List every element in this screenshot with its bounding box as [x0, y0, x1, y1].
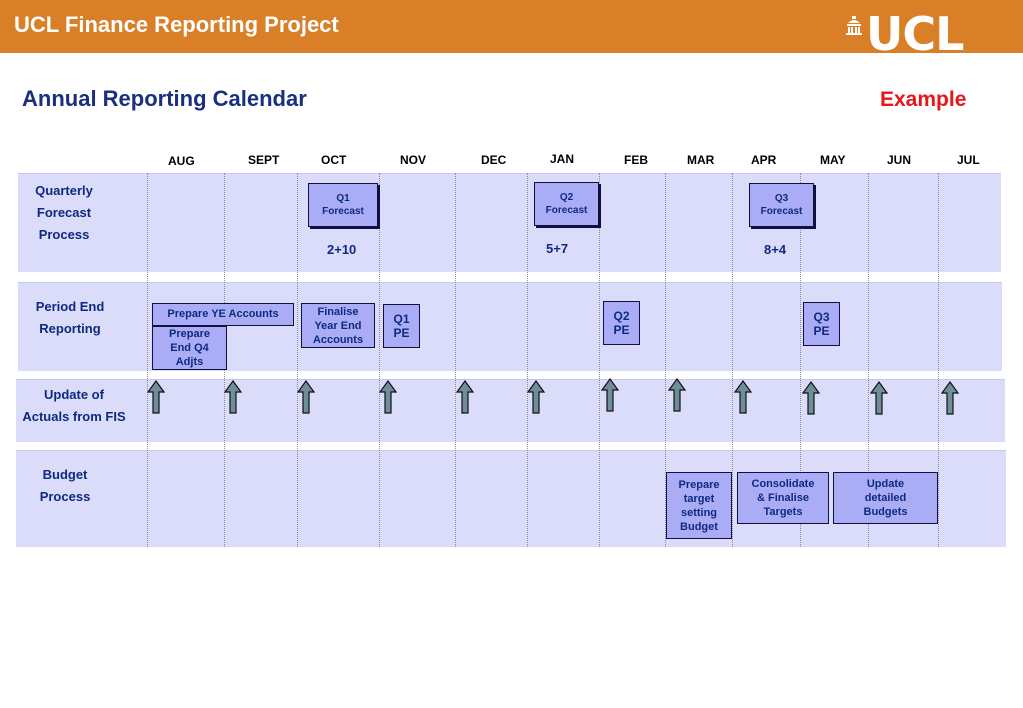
box-text: Q1 PE — [393, 312, 410, 340]
month-divider — [455, 173, 456, 547]
box-text: Prepare target setting Budget — [678, 478, 720, 533]
box-text: Update detailed Budgets — [863, 478, 908, 518]
up-arrow-icon — [941, 381, 959, 415]
band-actuals — [16, 379, 1005, 442]
q3-pe-box: Q3 PE — [803, 302, 840, 346]
q1-forecast-box: Q1 Forecast — [308, 183, 378, 227]
month-divider — [527, 173, 528, 547]
month-divider — [379, 173, 380, 547]
row-label-line: Forecast — [36, 205, 92, 220]
box-text: Finalise Year End Accounts — [312, 305, 364, 346]
up-arrow-icon — [147, 380, 165, 414]
up-arrow-icon — [224, 380, 242, 414]
row-label-quarterly: Quarterly Forecast Process — [22, 180, 106, 246]
q2-forecast-box: Q2 Forecast — [534, 182, 599, 226]
month-divider — [665, 173, 666, 547]
month-mar: MAR — [687, 153, 715, 167]
row-label-line: Budget — [42, 467, 88, 482]
up-arrow-icon — [668, 378, 686, 412]
row-label-line: Quarterly — [35, 183, 93, 198]
box-text: Q1 Forecast — [322, 193, 364, 217]
row-label-line: Reporting — [39, 321, 101, 336]
month-apr: APR — [751, 153, 777, 167]
box-text: Q3 Forecast — [760, 193, 803, 217]
box-text: Q2 PE — [613, 309, 630, 337]
box-text: Prepare YE Accounts — [167, 308, 279, 320]
up-arrow-icon — [734, 380, 752, 414]
q1-pe-box: Q1 PE — [383, 304, 420, 348]
portico-icon — [846, 16, 862, 35]
row-label-line: Period End — [35, 299, 105, 314]
logo-text: UCL — [866, 7, 964, 61]
month-feb: FEB — [624, 153, 648, 167]
split-q3: 8+4 — [764, 242, 787, 257]
month-divider — [800, 173, 801, 547]
row-label-budget: Budget Process — [22, 464, 108, 508]
page-title: Annual Reporting Calendar — [22, 86, 307, 111]
update-detailed-budgets-box: Update detailed Budgets — [833, 472, 938, 524]
up-arrow-icon — [802, 381, 820, 415]
box-text: Q2 Forecast — [545, 192, 588, 216]
band-quarterly-forecast — [18, 173, 1001, 272]
month-divider — [732, 173, 733, 547]
month-jun: JUN — [887, 153, 912, 167]
split-q1: 2+10 — [327, 242, 357, 257]
prepare-end-q4-adjts-box: Prepare End Q4 Adjts — [152, 326, 227, 370]
row-label-line: Update of — [44, 387, 104, 402]
q2-pe-box: Q2 PE — [603, 301, 640, 345]
row-label-line: Process — [38, 227, 90, 242]
month-divider — [297, 173, 298, 547]
prepare-ye-accounts-box: Prepare YE Accounts — [152, 303, 294, 326]
up-arrow-icon — [297, 380, 315, 414]
month-may: MAY — [820, 153, 846, 167]
month-jan: JAN — [550, 152, 575, 166]
month-divider — [938, 173, 939, 547]
example-tag: Example — [880, 88, 967, 111]
box-text: Consolidate & Finalise Targets — [751, 478, 815, 518]
box-text: Prepare End Q4 Adjts — [169, 328, 210, 368]
up-arrow-icon — [870, 381, 888, 415]
up-arrow-icon — [601, 378, 619, 412]
prepare-target-budget-box: Prepare target setting Budget — [666, 472, 732, 539]
row-label-period-end: Period End Reporting — [22, 296, 118, 340]
month-nov: NOV — [400, 153, 427, 167]
up-arrow-icon — [379, 380, 397, 414]
box-text: Q3 PE — [813, 310, 830, 338]
month-sept: SEPT — [248, 153, 280, 167]
month-aug: AUG — [168, 154, 195, 168]
month-divider — [599, 173, 600, 547]
consolidate-finalise-box: Consolidate & Finalise Targets — [737, 472, 829, 524]
row-label-actuals: Update of Actuals from FIS — [16, 384, 132, 428]
month-jul: JUL — [957, 153, 980, 167]
row-label-line: Actuals from FIS — [22, 409, 126, 424]
month-oct: OCT — [321, 153, 347, 167]
header-bar: UCL Finance Reporting Project UCL — [0, 0, 1023, 60]
finalise-year-end-box: Finalise Year End Accounts — [301, 303, 375, 348]
q3-forecast-box: Q3 Forecast — [749, 183, 814, 227]
project-title: UCL Finance Reporting Project — [14, 12, 339, 37]
row-label-line: Process — [39, 489, 91, 504]
split-q2: 5+7 — [546, 241, 569, 256]
up-arrow-icon — [527, 380, 545, 414]
up-arrow-icon — [456, 380, 474, 414]
month-divider — [868, 173, 869, 547]
month-dec: DEC — [481, 153, 507, 167]
month-divider — [147, 173, 148, 547]
